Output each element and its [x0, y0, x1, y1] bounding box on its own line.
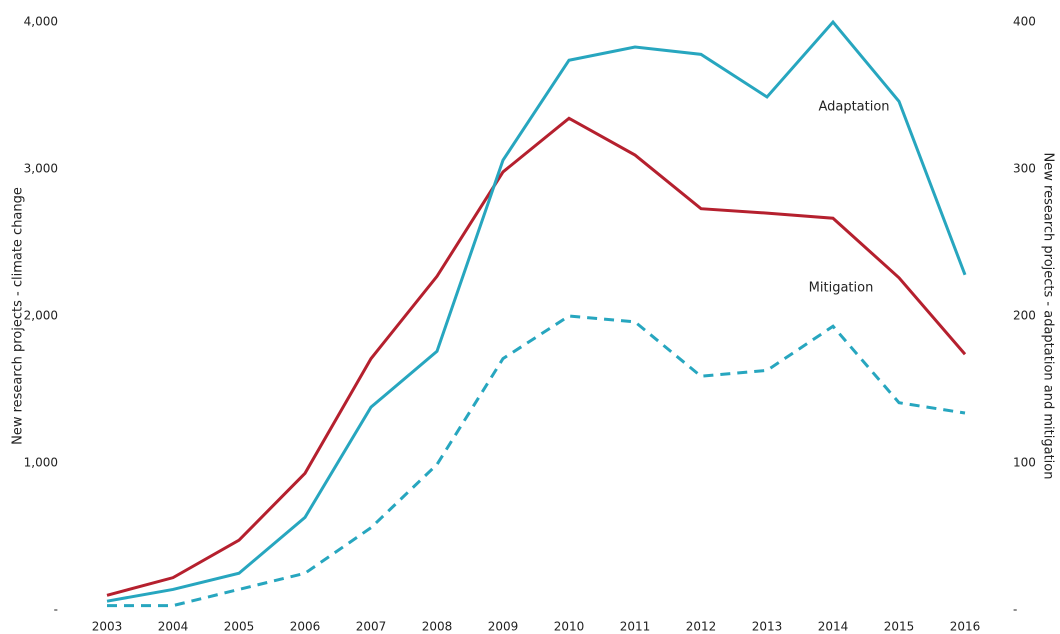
line-series — [107, 314, 966, 608]
x-tick-label: 2008 — [422, 620, 453, 634]
y-tick-label: 1,000 — [24, 456, 58, 470]
x-tick-label: 2010 — [554, 620, 585, 634]
series-label: Mitigation — [809, 281, 874, 296]
y-tick-label: 3,000 — [24, 162, 58, 176]
x-tick-label: 2009 — [488, 620, 519, 634]
line-series — [106, 19, 967, 603]
series-label: Adaptation — [818, 100, 889, 115]
x-tick-label: 2007 — [356, 620, 387, 634]
y2-tick-label: 300 — [1013, 162, 1036, 176]
y2-tick-label: 200 — [1013, 309, 1036, 323]
x-tick-label: 2004 — [158, 620, 189, 634]
y2-tick-label: - — [1013, 603, 1017, 617]
x-tick-label: 2006 — [290, 620, 321, 634]
x-tick-label: 2003 — [92, 620, 123, 634]
y-tick-label: 4,000 — [24, 15, 58, 29]
x-tick-label: 2005 — [224, 620, 255, 634]
x-tick-label: 2012 — [686, 620, 717, 634]
x-tick-label: 2011 — [620, 620, 651, 634]
y2-tick-label: 100 — [1013, 456, 1036, 470]
y-tick-label: 2,000 — [24, 309, 58, 323]
y-axis-label: New research projects - climate change — [11, 187, 26, 445]
x-tick-label: 2015 — [884, 620, 915, 634]
line-series — [106, 116, 967, 597]
x-tick-label: 2013 — [752, 620, 783, 634]
x-tick-label: 2016 — [950, 620, 981, 634]
y2-tick-label: 400 — [1013, 15, 1036, 29]
x-tick-label: 2014 — [818, 620, 849, 634]
y-tick-label: - — [54, 603, 58, 617]
y2-axis-label: New research projects - adaptation and m… — [1041, 153, 1056, 480]
